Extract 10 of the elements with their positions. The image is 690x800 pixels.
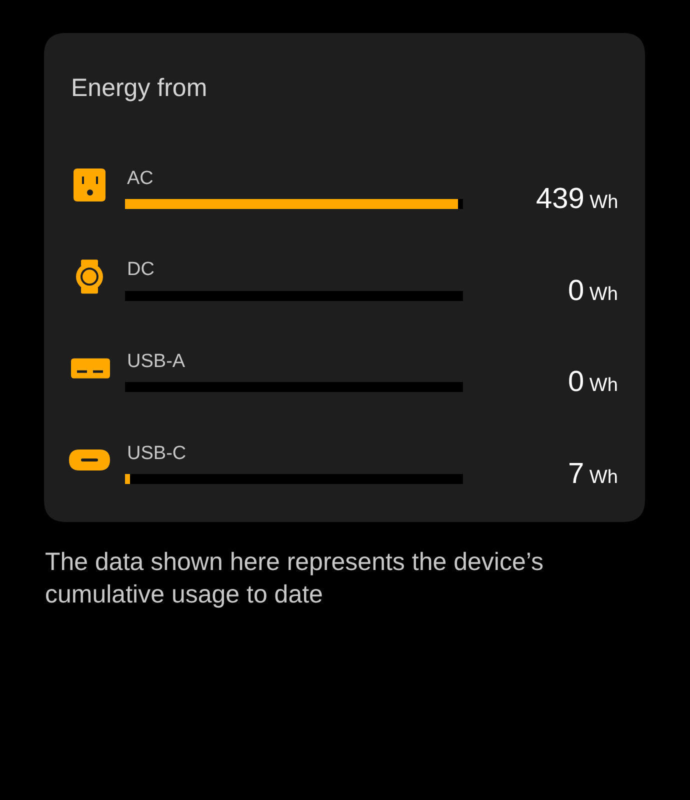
data-label: 0 Wh [568, 366, 618, 398]
data-label: 7 Wh [568, 458, 618, 490]
data-label: 0 Wh [568, 275, 618, 307]
y-tick-label: AC [127, 168, 154, 189]
text: The data shown here represents the device’s cumulative usage to date [45, 548, 544, 608]
chart-title: Energy from [71, 74, 208, 102]
data-label: 439 Wh [536, 183, 618, 215]
y-tick-label: DC [127, 259, 154, 280]
y-tick-label: USB-A [127, 351, 186, 372]
y-tick-label: USB-C [127, 443, 186, 464]
